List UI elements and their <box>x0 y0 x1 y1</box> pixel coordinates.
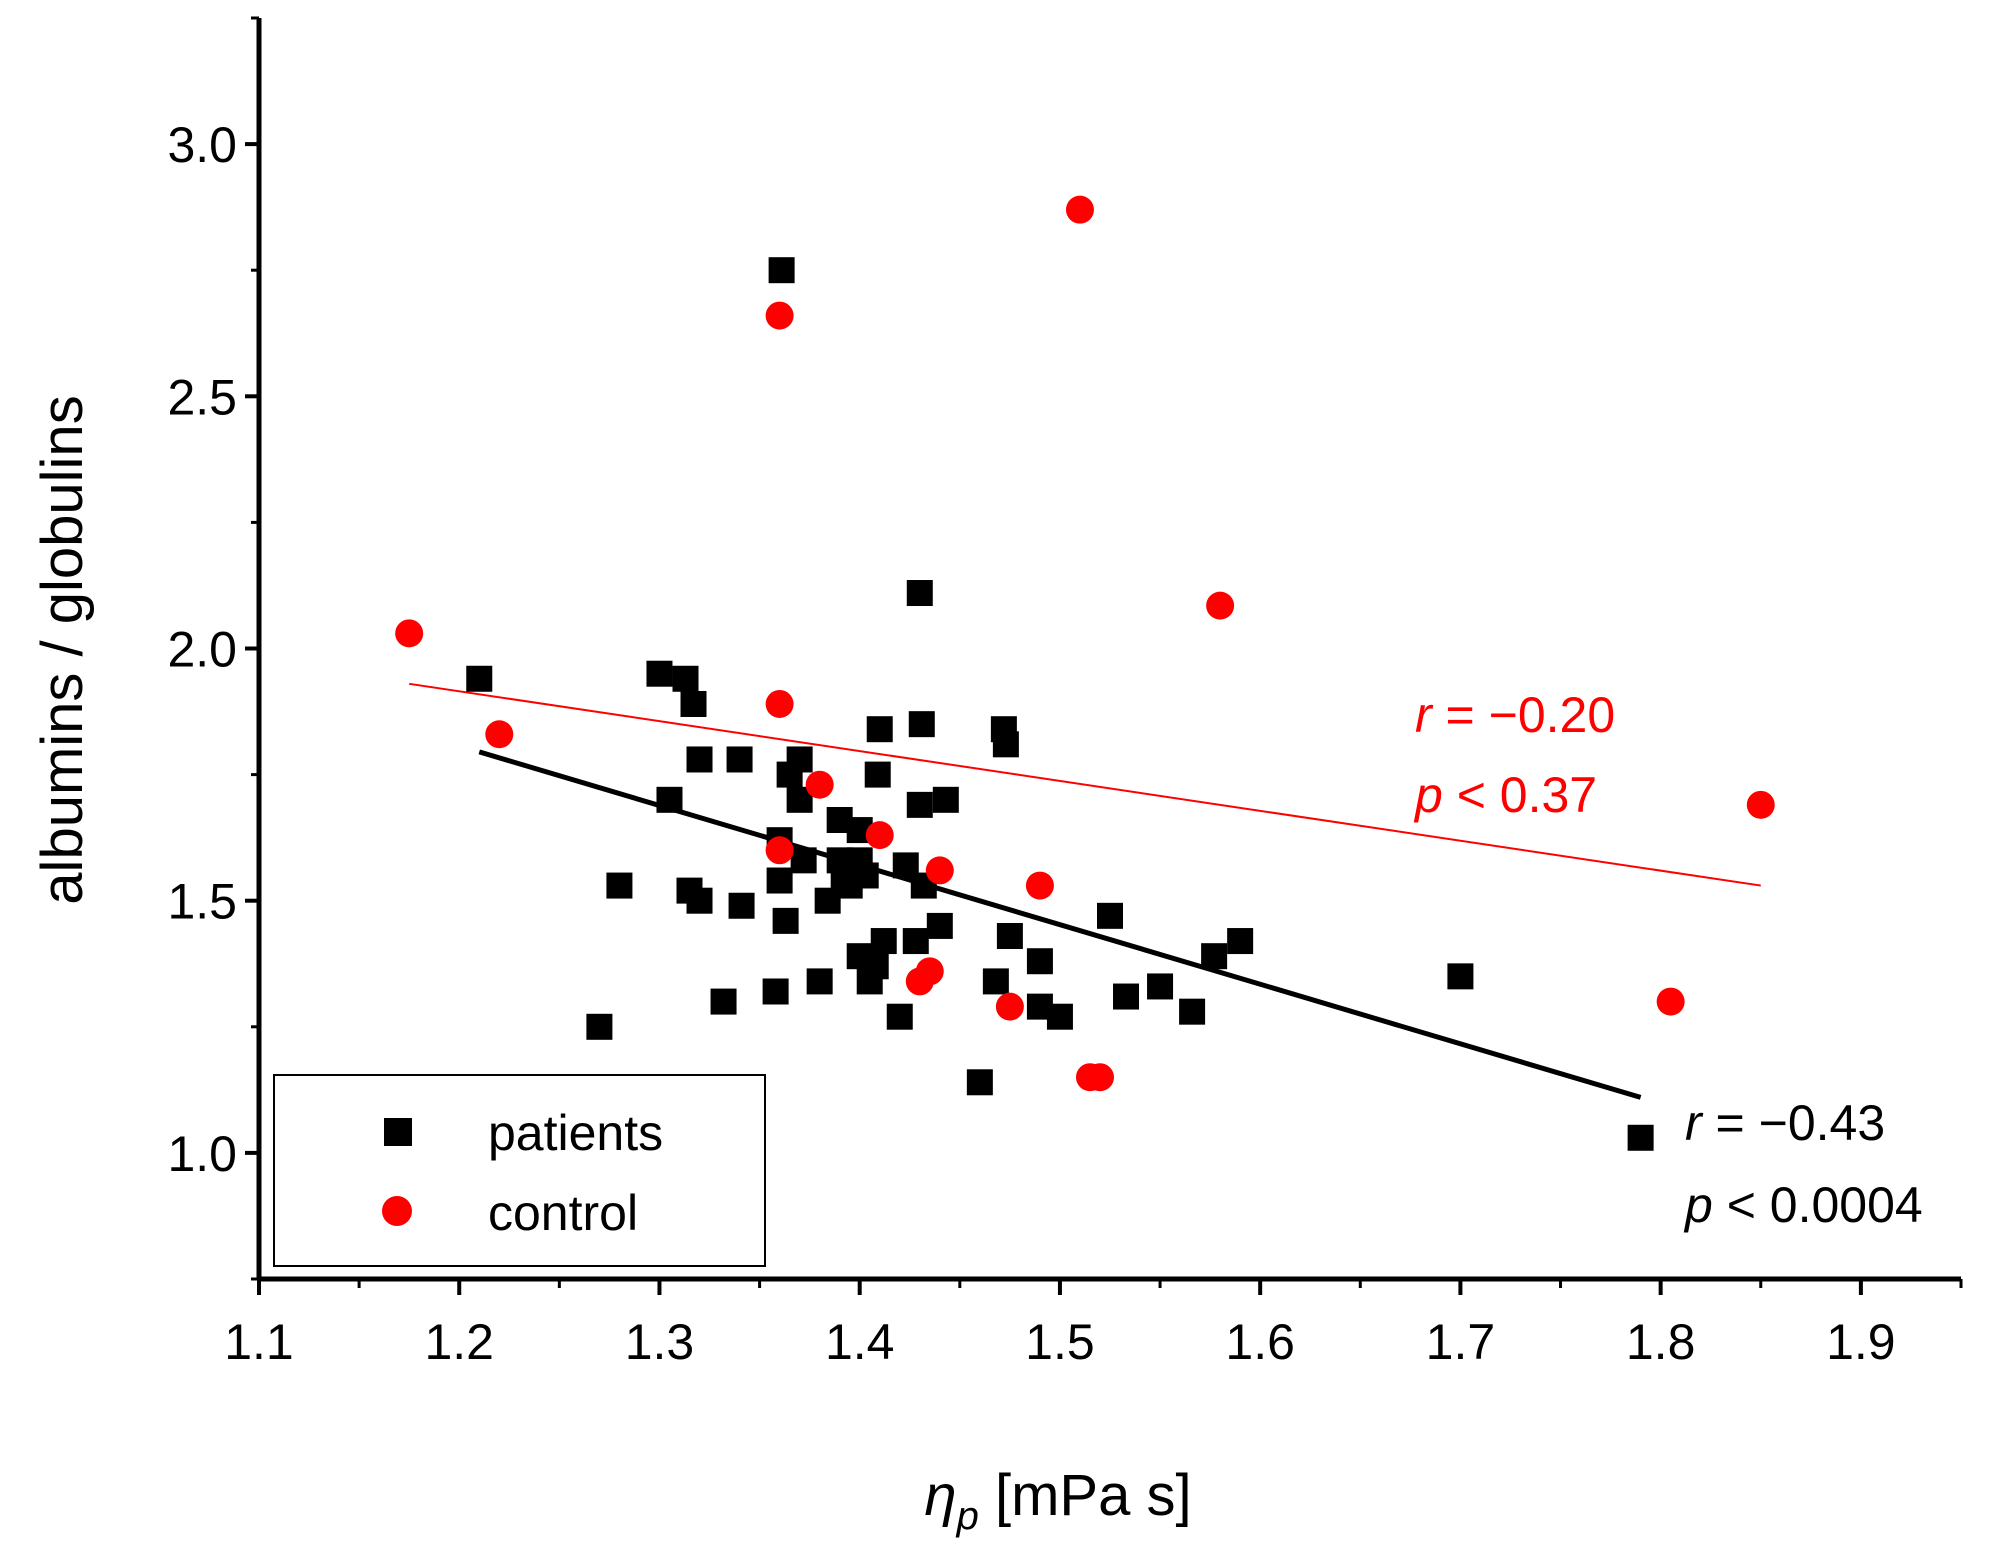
control-p-annotation: p < 0.37 <box>1413 767 1597 823</box>
control-point <box>1746 790 1775 819</box>
patients-point <box>902 928 929 955</box>
x-tick-label: 1.1 <box>224 1314 294 1370</box>
patients-point <box>1447 963 1474 990</box>
y-ticks: 1.0 1.5 2.0 2.5 3.0 <box>167 16 259 1281</box>
patients-point <box>862 953 889 980</box>
patients-point <box>906 580 933 607</box>
patients-point <box>646 660 673 687</box>
x-axis-symbol: η <box>924 1463 956 1528</box>
control-point <box>1025 871 1054 900</box>
y-axis-title: albumins / globulins <box>30 395 95 904</box>
patients-point <box>992 731 1019 758</box>
control-point <box>1065 195 1094 224</box>
x-tick-label: 1.6 <box>1225 1314 1295 1370</box>
x-axis-subscript: p <box>956 1494 979 1538</box>
y-tick-label: 2.5 <box>167 369 237 425</box>
x-axis-title: ηp [mPa s] <box>924 1463 1191 1538</box>
patients-r-annotation: r = −0.43 <box>1685 1095 1885 1151</box>
patients-point <box>606 872 633 899</box>
y-tick-label: 1.5 <box>167 874 237 930</box>
legend-patients-marker <box>384 1118 412 1146</box>
x-tick-label: 1.9 <box>1826 1314 1896 1370</box>
patients-point <box>852 862 879 889</box>
x-tick-label: 1.5 <box>1025 1314 1095 1370</box>
legend: patients control <box>273 1074 766 1267</box>
patients-point <box>686 746 713 773</box>
patients-point <box>806 968 833 995</box>
control-point <box>865 821 894 850</box>
x-tick-label: 1.2 <box>424 1314 494 1370</box>
x-ticks: 1.1 1.2 1.3 1.4 1.5 1.6 1.7 1.8 1.9 <box>224 1279 1963 1370</box>
data-points <box>395 195 1775 1151</box>
patients-point <box>1026 948 1053 975</box>
patients-point <box>466 665 493 692</box>
patients-point <box>886 1003 913 1030</box>
patients-point <box>686 887 713 914</box>
patients-point <box>966 1069 993 1096</box>
patients-point <box>908 711 935 738</box>
patients-point <box>932 786 959 813</box>
patients-point <box>814 887 841 914</box>
patients-point <box>906 791 933 818</box>
patients-point <box>1147 973 1174 1000</box>
legend-patients-label: patients <box>488 1105 663 1161</box>
control-point <box>915 957 944 986</box>
patients-point <box>1113 983 1140 1010</box>
y-tick-label: 3.0 <box>167 117 237 173</box>
patients-point <box>786 746 813 773</box>
patients-point <box>728 892 755 919</box>
control-point <box>765 836 794 865</box>
control-point <box>995 992 1024 1021</box>
patients-point <box>766 867 793 894</box>
patients-point <box>1179 998 1206 1025</box>
control-point <box>395 619 424 648</box>
control-point <box>485 720 514 749</box>
legend-box <box>273 1074 766 1267</box>
patients-point <box>768 257 795 284</box>
x-tick-label: 1.7 <box>1426 1314 1496 1370</box>
patients-point <box>656 786 683 813</box>
patients-point <box>864 761 891 788</box>
patients-point <box>926 912 953 939</box>
control-point <box>1656 987 1685 1016</box>
control-point <box>765 689 794 718</box>
patients-point <box>1097 902 1123 929</box>
patients-point <box>710 988 737 1015</box>
control-point <box>1206 591 1235 620</box>
patients-point <box>1227 928 1254 955</box>
control-fit-line <box>409 682 1761 887</box>
patients-point <box>866 716 893 743</box>
patients-point <box>680 690 707 717</box>
patients-point <box>1201 943 1228 970</box>
legend-control-label: control <box>488 1185 638 1241</box>
patients-point <box>726 746 753 773</box>
patients-point <box>982 968 1009 995</box>
patients-point <box>996 923 1023 950</box>
x-axis-unit: [mPa s] <box>979 1463 1192 1528</box>
x-tick-label: 1.3 <box>625 1314 695 1370</box>
control-point <box>925 856 954 885</box>
control-point <box>765 301 794 330</box>
legend-control-marker <box>382 1196 412 1226</box>
patients-point <box>672 665 699 692</box>
patients-point <box>772 907 799 934</box>
patients-point <box>1627 1124 1654 1151</box>
control-point <box>1085 1063 1114 1092</box>
patients-point <box>790 847 817 874</box>
patients-point <box>586 1013 613 1040</box>
control-r-annotation: r = −0.20 <box>1415 687 1615 743</box>
x-tick-label: 1.8 <box>1626 1314 1696 1370</box>
x-tick-label: 1.4 <box>825 1314 895 1370</box>
patients-point <box>870 928 897 955</box>
y-tick-label: 1.0 <box>167 1126 237 1182</box>
patients-p-annotation: p < 0.0004 <box>1683 1177 1923 1233</box>
patients-point <box>762 978 789 1005</box>
control-point <box>805 770 834 799</box>
y-tick-label: 2.0 <box>167 622 237 678</box>
patients-point <box>1046 1003 1073 1030</box>
